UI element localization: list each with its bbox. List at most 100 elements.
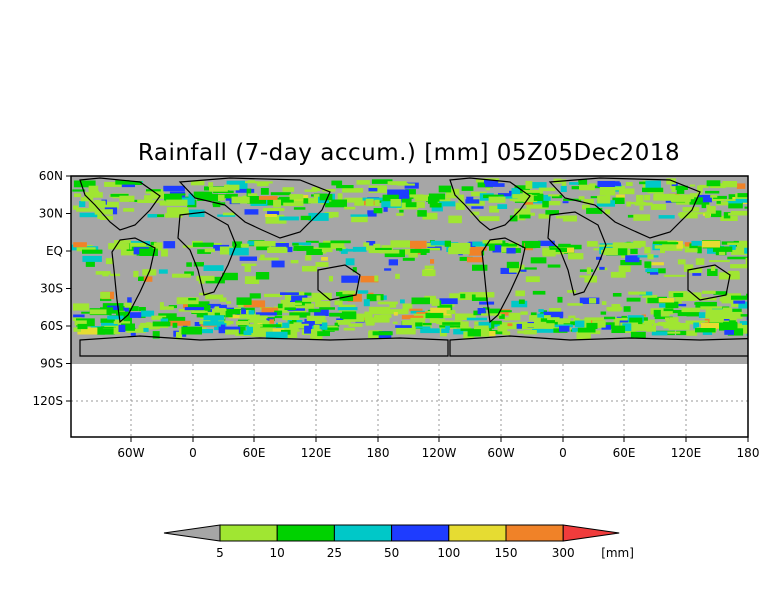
rain-cell xyxy=(107,315,124,320)
rain-cell xyxy=(356,180,370,185)
rain-cell xyxy=(92,190,100,193)
rain-cell xyxy=(260,324,282,328)
rain-cell xyxy=(379,249,400,254)
rain-cell xyxy=(152,321,171,327)
rain-cell xyxy=(532,290,546,295)
rain-cell xyxy=(489,243,495,251)
rain-cell xyxy=(446,310,456,314)
rain-cell xyxy=(727,242,746,245)
rain-cell xyxy=(239,256,257,261)
rain-cell xyxy=(372,331,393,336)
rain-cell xyxy=(342,188,364,193)
rain-cell xyxy=(73,180,96,188)
rain-cell xyxy=(673,293,684,298)
rain-cell xyxy=(705,309,724,317)
rain-cell xyxy=(308,308,321,313)
rain-cell xyxy=(72,189,86,192)
rain-cell xyxy=(732,308,742,315)
coastline-path xyxy=(317,264,361,301)
rain-cell xyxy=(179,210,192,215)
rain-cell xyxy=(243,300,266,308)
rain-cell xyxy=(321,245,333,253)
rain-cell xyxy=(101,322,118,326)
rain-cell xyxy=(692,273,702,276)
rain-cell xyxy=(517,330,537,334)
rain-cell xyxy=(486,330,505,335)
rain-cell xyxy=(305,255,312,261)
rain-cell xyxy=(191,310,205,313)
rain-cell xyxy=(100,318,115,323)
rain-cell xyxy=(466,257,484,263)
rain-cell xyxy=(354,199,360,206)
rain-cell xyxy=(164,193,182,202)
rain-cell xyxy=(315,301,331,308)
rain-cell xyxy=(139,248,158,256)
rain-cell xyxy=(718,249,726,255)
rain-cell xyxy=(498,193,512,197)
rain-cell xyxy=(506,247,516,254)
rain-cell xyxy=(153,242,163,250)
rain-cell xyxy=(273,306,289,313)
rain-cell xyxy=(466,247,487,251)
rain-cell xyxy=(317,331,330,337)
rain-cell xyxy=(416,311,428,314)
rain-cell xyxy=(508,312,521,321)
rain-cell xyxy=(480,322,492,328)
rain-cell xyxy=(220,308,227,316)
rain-cell xyxy=(246,188,252,197)
rain-cell xyxy=(653,194,675,201)
rain-cell xyxy=(138,326,151,330)
rain-cell xyxy=(337,320,351,325)
rain-cell xyxy=(482,307,490,310)
rain-cell xyxy=(257,331,268,337)
rain-cell xyxy=(302,265,317,272)
rain-cell xyxy=(306,248,323,255)
rain-cell xyxy=(100,307,114,311)
rain-cell xyxy=(304,303,315,309)
rain-cell xyxy=(296,243,303,249)
rain-cell xyxy=(415,326,431,329)
rain-cell xyxy=(651,331,668,336)
rain-cell xyxy=(722,181,738,188)
rain-cell xyxy=(562,215,577,222)
rain-cell xyxy=(446,188,460,195)
rain-cell xyxy=(558,243,571,248)
rain-cell xyxy=(337,307,358,311)
rain-cell xyxy=(620,329,637,333)
rain-cell xyxy=(265,331,288,340)
rain-cell xyxy=(158,269,168,274)
rain-cell xyxy=(384,268,392,271)
rain-cell xyxy=(214,306,221,315)
rain-cell xyxy=(538,187,556,192)
rain-cell xyxy=(511,216,526,221)
rain-cell xyxy=(244,265,251,272)
rain-cell xyxy=(455,313,476,321)
rain-cell xyxy=(525,276,540,283)
rain-cell xyxy=(392,321,398,324)
rain-cell xyxy=(716,201,729,206)
rain-cell xyxy=(424,295,436,304)
rain-cell xyxy=(247,196,266,204)
rain-cell xyxy=(123,181,142,185)
map-frame xyxy=(70,175,749,438)
rain-cell xyxy=(524,323,541,328)
rain-cell xyxy=(315,262,329,267)
rain-cell xyxy=(654,316,673,320)
rain-cell xyxy=(442,322,461,325)
rain-cell xyxy=(311,292,332,300)
coastline-path xyxy=(111,237,156,324)
rain-cell xyxy=(548,194,560,197)
rain-cell xyxy=(509,264,525,273)
rain-cell xyxy=(184,271,194,276)
rain-cell xyxy=(240,243,249,248)
rain-cell xyxy=(728,270,740,279)
rain-cell xyxy=(113,321,131,324)
rain-cell xyxy=(402,248,411,255)
rain-cell xyxy=(161,249,168,257)
rain-cell xyxy=(265,214,285,221)
rain-cell xyxy=(715,313,733,319)
rain-cell xyxy=(489,205,499,213)
rain-cell xyxy=(663,308,674,312)
x-tick-label: 60W xyxy=(487,446,514,460)
